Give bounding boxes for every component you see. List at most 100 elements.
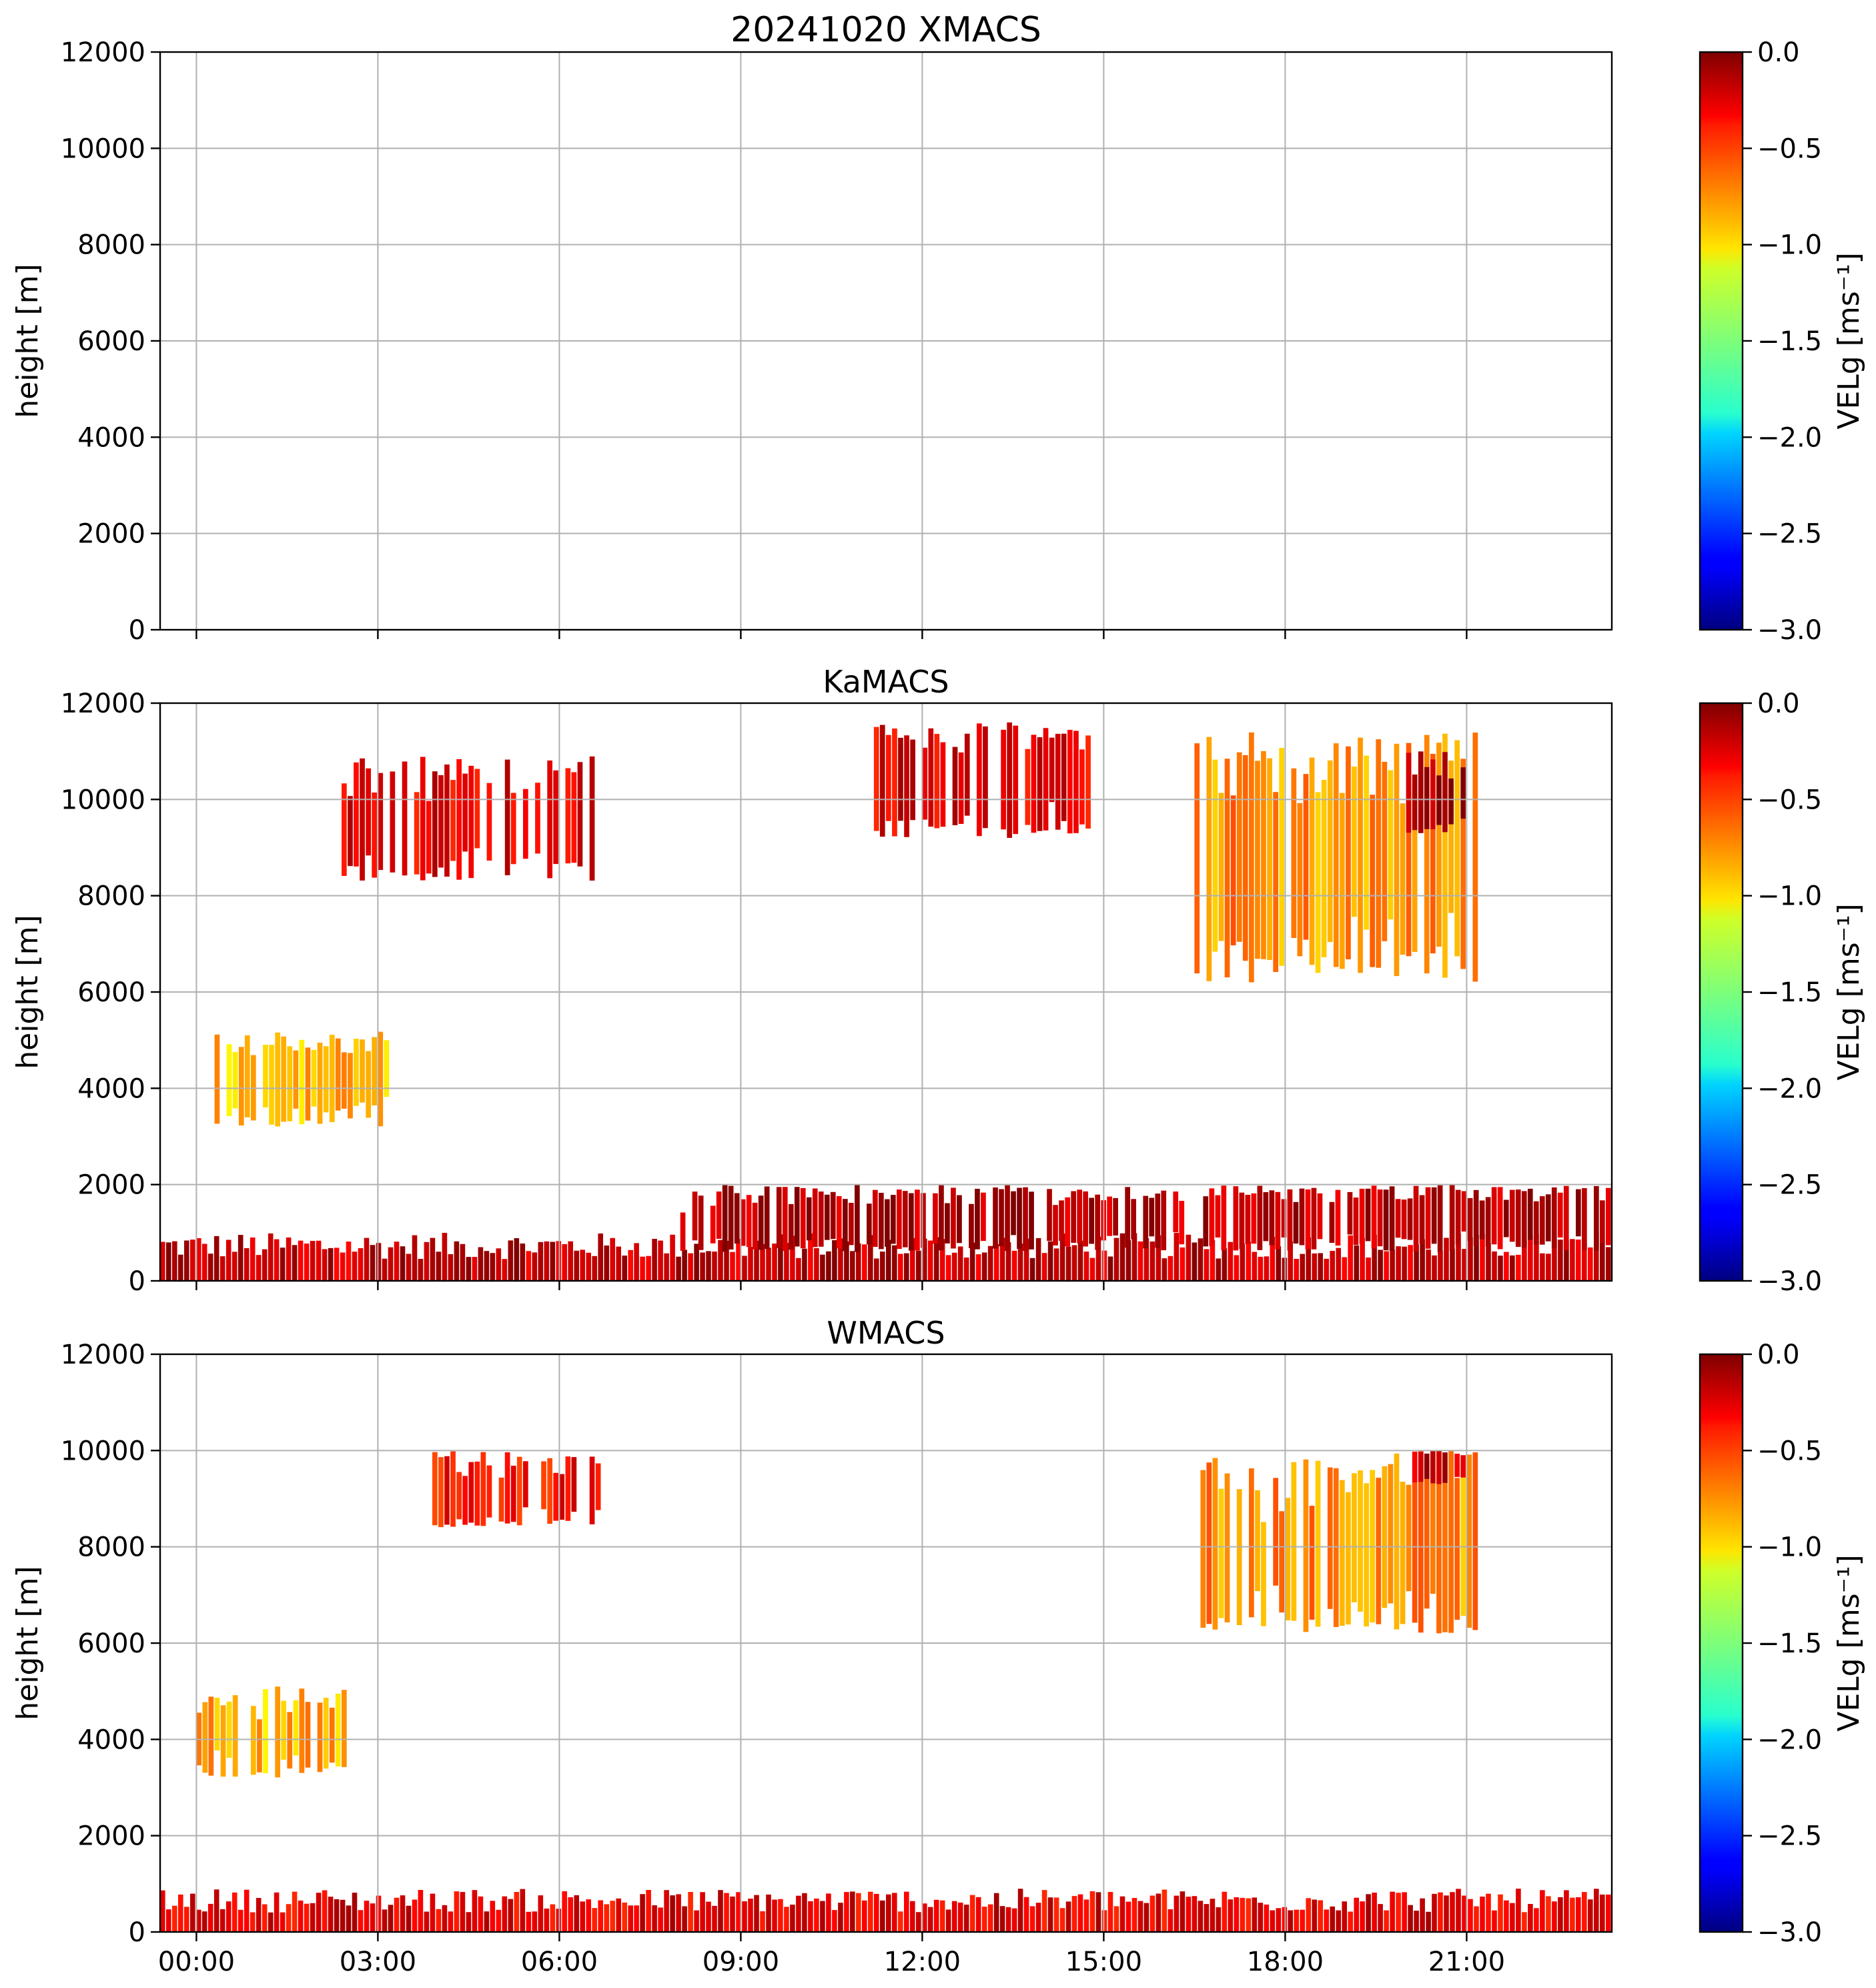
echo-column: [1503, 1199, 1509, 1237]
echo-column: [504, 1452, 510, 1524]
echo-column: [1017, 1187, 1022, 1250]
echo-column: [616, 1246, 621, 1281]
echo-column: [1492, 1251, 1497, 1281]
echo-column: [1460, 759, 1466, 969]
echo-column: [1358, 737, 1363, 973]
echo-column: [698, 1195, 704, 1250]
echo-column: [1059, 1233, 1065, 1281]
echo-column: [999, 1906, 1005, 1932]
echo-column: [516, 1456, 522, 1526]
echo-column: [1600, 1894, 1605, 1932]
echo-column: [969, 1895, 975, 1932]
echo-column: [1498, 1256, 1503, 1281]
echo-column: [498, 1477, 504, 1522]
echo-column: [806, 1197, 812, 1241]
echo-column: [1576, 1189, 1581, 1237]
echo-column: [1366, 1894, 1371, 1932]
echo-column: [364, 1901, 370, 1932]
echo-column: [1497, 1187, 1503, 1250]
echo-column: [664, 1890, 669, 1932]
echo-column: [1588, 1247, 1593, 1281]
echo-column: [1017, 1889, 1023, 1932]
echo-column: [1582, 1188, 1587, 1250]
echo-column: [652, 1905, 657, 1932]
echo-column: [1041, 1253, 1047, 1281]
echo-column: [1053, 1897, 1059, 1932]
echo-column: [1412, 775, 1418, 831]
echo-column: [402, 761, 408, 876]
echo-column: [722, 1185, 728, 1252]
echo-column: [1330, 1906, 1335, 1932]
echo-column: [1352, 767, 1357, 917]
echo-column: [1456, 1889, 1461, 1932]
echo-column: [1041, 1890, 1047, 1932]
echo-column: [172, 1905, 177, 1932]
echo-column: [796, 1895, 801, 1932]
echo-column: [1299, 1188, 1305, 1246]
echo-column: [1306, 1898, 1311, 1932]
echo-column: [1209, 1188, 1215, 1246]
echo-column: [1143, 1195, 1149, 1249]
echo-column: [544, 1241, 550, 1281]
echo-column: [1023, 1187, 1028, 1252]
velocity-field: [160, 722, 1611, 1281]
echo-column: [730, 1252, 735, 1281]
echo-column: [322, 1249, 328, 1281]
echo-column: [922, 747, 928, 820]
echo-region-upper-cloud-early: [342, 756, 595, 881]
echo-column: [547, 1458, 552, 1524]
echo-column: [292, 1245, 298, 1281]
echo-column: [1384, 1910, 1389, 1932]
echo-column: [1085, 735, 1091, 829]
echo-column: [824, 1194, 830, 1240]
echo-column: [1155, 1235, 1161, 1281]
echo-column: [166, 1242, 171, 1281]
echo-column: [1347, 1191, 1353, 1235]
echo-column: [880, 1252, 885, 1281]
echo-column: [796, 1258, 801, 1281]
echo-column: [305, 1702, 311, 1768]
echo-column: [213, 1235, 219, 1281]
echo-column: [1228, 1241, 1234, 1281]
echo-column: [334, 1248, 340, 1281]
echo-column: [1282, 1907, 1288, 1932]
x-tick-label: 15:00: [1065, 1947, 1142, 1977]
echo-column: [1342, 1257, 1347, 1281]
echo-column: [1426, 1911, 1431, 1932]
echo-region-mid-level-cloud: [214, 1031, 390, 1127]
echo-column: [1291, 1462, 1297, 1621]
colorbar-tick-label: 0.0: [1757, 1340, 1800, 1370]
echo-column: [1359, 1188, 1365, 1244]
echo-column: [287, 1712, 293, 1769]
echo-column: [376, 1895, 382, 1932]
echo-column: [1528, 1235, 1533, 1281]
echo-column: [311, 1049, 317, 1107]
echo-column: [474, 769, 480, 849]
echo-column: [1031, 734, 1037, 833]
echo-column: [740, 1199, 746, 1246]
echo-column: [589, 756, 595, 881]
echo-column: [1233, 1186, 1239, 1251]
y-tick-label: 6000: [77, 977, 145, 1008]
colorbar-tick-label: −0.5: [1757, 133, 1822, 164]
echo-column: [486, 783, 492, 861]
echo-column: [1442, 752, 1448, 833]
echo-column: [262, 1904, 268, 1932]
echo-column: [1360, 1901, 1365, 1932]
echo-column: [1180, 1891, 1186, 1932]
echo-column: [1125, 1239, 1131, 1281]
colorbar-tick-label: −1.5: [1757, 977, 1822, 1008]
echo-column: [1454, 1478, 1460, 1620]
echo-column: [933, 1899, 939, 1932]
echo-column: [1365, 1188, 1371, 1241]
echo-column: [571, 772, 577, 863]
echo-column: [490, 1253, 496, 1281]
colorbar-tick-label: −1.0: [1757, 881, 1822, 912]
echo-column: [945, 1255, 951, 1281]
echo-column: [414, 792, 420, 875]
echo-column: [220, 1705, 226, 1777]
colorbar-gradient: [1699, 51, 1744, 631]
echo-column: [1300, 1254, 1305, 1281]
echo-column: [323, 1698, 329, 1769]
echo-column: [1606, 1247, 1611, 1281]
